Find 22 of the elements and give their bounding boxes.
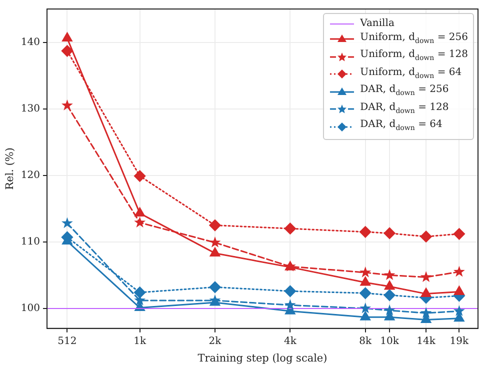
- y-tick-label: 130: [20, 103, 40, 114]
- x-tick-label: 14k: [416, 336, 436, 347]
- x-tick-label: 4k: [284, 336, 298, 347]
- y-axis-title: Rel. (%): [4, 148, 16, 190]
- legend-label: DAR, d$_{down}$ = 64: [360, 118, 442, 134]
- y-tick-label: 120: [20, 170, 40, 181]
- legend-label: Vanilla: [360, 17, 394, 30]
- y-tick-label: 100: [20, 303, 40, 314]
- x-tick-label: 8k: [359, 336, 373, 347]
- legend-label: Uniform, d$_{down}$ = 64: [360, 66, 462, 82]
- legend-label: Uniform, d$_{down}$ = 128: [360, 48, 468, 64]
- legend-label: DAR, d$_{down}$ = 128: [360, 100, 449, 116]
- x-tick-label: 2k: [208, 336, 222, 347]
- y-tick-label: 110: [20, 236, 40, 248]
- x-tick-label: 10k: [380, 336, 400, 347]
- legend-label: DAR, d$_{down}$ = 256: [360, 83, 449, 99]
- x-axis-title: Training step (log scale): [198, 352, 328, 364]
- x-tick-label: 1k: [134, 336, 147, 347]
- x-tick-label: 19k: [450, 336, 470, 347]
- legend-label: Uniform, d$_{down}$ = 256: [360, 30, 468, 46]
- x-tick-label: 512: [58, 336, 77, 347]
- y-tick-label: 140: [20, 36, 40, 48]
